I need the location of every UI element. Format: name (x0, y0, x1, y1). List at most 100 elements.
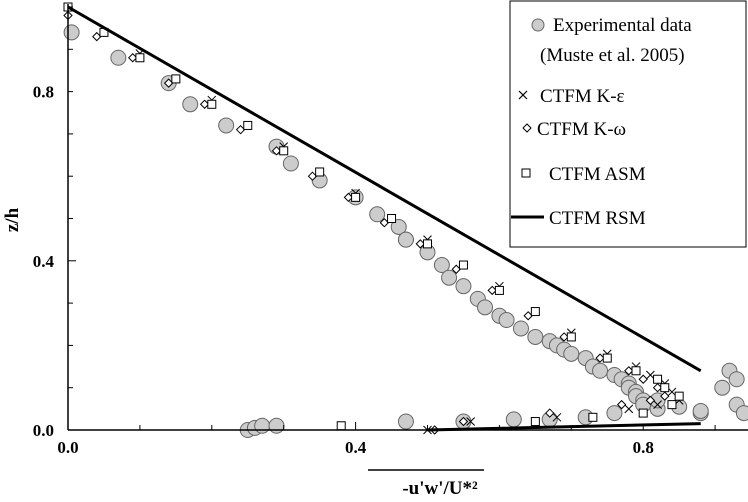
data-point-experimental (477, 299, 494, 316)
data-point-ke (667, 387, 677, 397)
data-point-kw (415, 239, 426, 249)
legend-marker-experimental (531, 18, 545, 32)
data-point-asm (351, 192, 361, 202)
data-point-asm (674, 391, 684, 401)
data-point-asm (243, 120, 253, 130)
data-point-experimental (433, 257, 450, 274)
data-point-kw (652, 382, 663, 393)
data-point-asm (494, 285, 504, 295)
data-point-ke (552, 412, 562, 422)
legend-marker-asm (521, 168, 531, 178)
legend: Experimental data (Muste et al. 2005) CT… (509, 0, 747, 248)
data-point-asm (207, 99, 217, 109)
legend-label-asm: CTFM ASM (549, 164, 646, 185)
data-point-asm (653, 374, 663, 384)
data-point-experimental (390, 218, 407, 235)
data-point-kw (616, 399, 627, 410)
data-point-asm (530, 417, 540, 427)
chart-axes: 0.0 0.4 0.8 0.0 0.4 0.8 (33, 4, 748, 457)
data-point-asm (667, 400, 677, 410)
data-point-asm (279, 146, 289, 156)
data-point-kw (128, 53, 138, 63)
data-point-experimental (498, 312, 515, 329)
data-point-kw (199, 99, 210, 109)
x-tick-label: 0.8 (633, 438, 654, 457)
data-point-experimental (735, 405, 748, 422)
data-point-kw (271, 146, 282, 156)
y-tick-label: 0.4 (33, 252, 55, 271)
data-point-asm (660, 383, 670, 393)
legend-label-experimental-line2: (Muste et al. 2005) (540, 45, 685, 66)
data-point-experimental (182, 96, 199, 113)
data-point-asm (458, 260, 468, 270)
data-point-ke-stroke (646, 370, 655, 380)
data-point-experimental (397, 231, 414, 248)
legend-label-experimental-line1: Experimental data (553, 15, 692, 36)
data-point-experimental (369, 206, 386, 223)
data-point-experimental (592, 362, 609, 379)
data-point-ke-stroke (466, 417, 475, 426)
data-point-kw (458, 416, 469, 427)
legend-label-rsm: CTFM RSM (549, 208, 646, 229)
data-point-asm (530, 307, 540, 317)
data-point-experimental (512, 320, 529, 337)
data-point-kw (523, 311, 533, 321)
data-point-kw (638, 374, 648, 384)
data-point-experimental (563, 345, 580, 362)
data-point-asm (135, 53, 145, 63)
legend-label-kw: CTFM K-ω (537, 119, 626, 140)
data-point-kw (645, 395, 656, 406)
data-point-asm (638, 408, 648, 418)
data-point-experimental (254, 417, 271, 434)
data-point-asm (336, 421, 346, 431)
data-point-experimental (692, 402, 709, 419)
data-point-asm (315, 167, 325, 177)
data-point-ke (466, 417, 475, 426)
data-point-ke-stroke (552, 412, 562, 422)
data-point-experimental (714, 379, 731, 396)
data-point-experimental (268, 417, 285, 434)
data-point-ke (646, 370, 655, 380)
data-point-asm (566, 332, 576, 342)
data-point-asm (423, 239, 432, 249)
data-point-asm (387, 214, 397, 223)
data-point-asm (171, 74, 181, 84)
series-rsm-line (67, 5, 702, 432)
data-point-kw (343, 192, 354, 203)
data-point-experimental (397, 413, 414, 430)
legend-marker-ke (518, 90, 528, 100)
y-axis-title: z/h (2, 207, 23, 232)
data-point-kw (307, 171, 318, 181)
data-point-kw (487, 285, 497, 296)
data-point-ke-stroke (624, 404, 634, 414)
data-point-kw (451, 264, 461, 274)
data-point-kw (379, 218, 390, 228)
data-point-kw (163, 78, 174, 88)
data-point-kw (624, 366, 634, 376)
data-point-kw (545, 408, 555, 418)
data-point-experimental (527, 328, 544, 345)
data-point-experimental (282, 155, 299, 172)
data-point-asm (631, 366, 641, 376)
legend-label-ke: CTFM K-ε (540, 86, 625, 107)
data-point-kw (559, 332, 569, 342)
data-point-experimental (505, 411, 522, 428)
data-point-asm (588, 412, 598, 422)
data-point-kw (595, 353, 605, 363)
legend-box (509, 0, 747, 248)
data-point-ke-stroke (667, 387, 677, 397)
data-point-experimental (606, 405, 623, 422)
data-point-ke (653, 400, 662, 409)
x-axis-title: -u'w'/U*² (402, 478, 478, 499)
data-point-experimental (455, 278, 472, 295)
x-tick-label: 0.4 (345, 438, 367, 457)
data-point-experimental (63, 24, 80, 41)
data-point-kw (235, 124, 246, 135)
data-point-kw (92, 31, 102, 42)
x-tick-label: 0.0 (57, 438, 78, 457)
data-point-experimental (110, 49, 127, 66)
legend-marker-kw (522, 123, 532, 133)
y-tick-label: 0.0 (33, 421, 54, 440)
